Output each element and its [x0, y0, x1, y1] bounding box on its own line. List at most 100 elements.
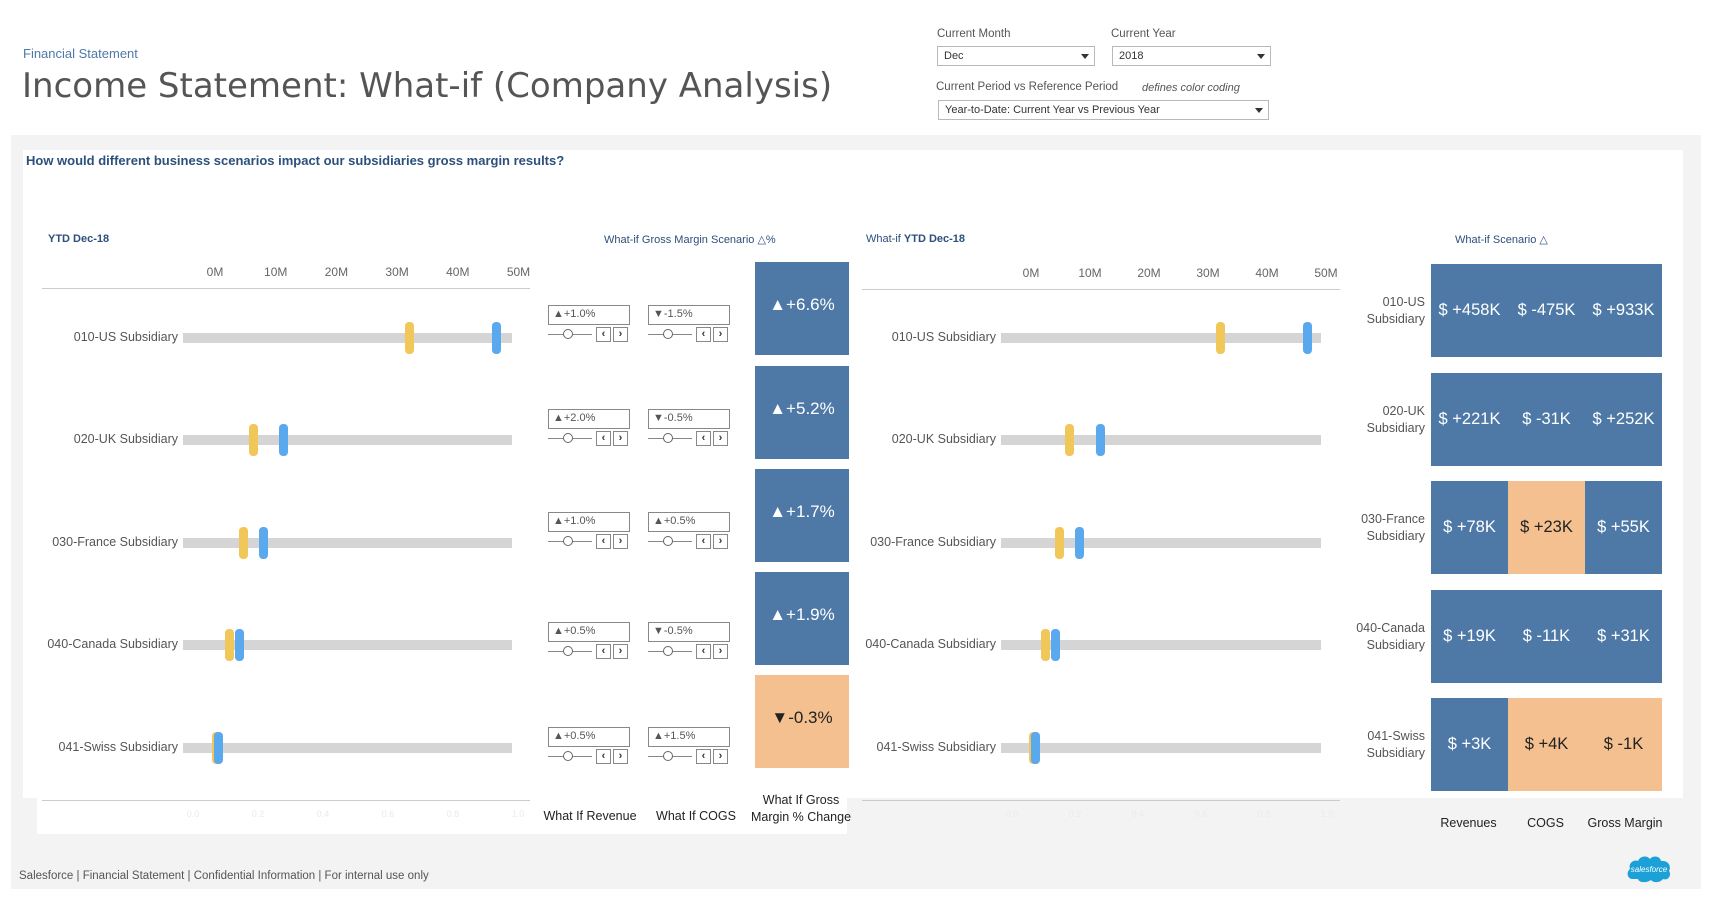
chevron-right-icon[interactable]: › — [713, 644, 728, 659]
bar-track — [1001, 435, 1321, 445]
scenario-header: What-if Scenario △ — [1455, 233, 1548, 246]
chevron-right-icon[interactable]: › — [613, 327, 628, 342]
gross-margin-change-box: ▲+1.9% — [755, 572, 849, 665]
reference-marker — [1030, 732, 1040, 764]
what-if-gm-footer-line1: What If Gross — [762, 793, 840, 807]
chevron-right-icon[interactable]: › — [613, 534, 628, 549]
what-if-gm-footer-line2: Margin % Change — [750, 810, 852, 824]
dashboard-question: How would different business scenarios i… — [26, 153, 565, 168]
row-label: 010-US Subsidiary — [891, 330, 996, 344]
cogs-delta-cell: $ +23K — [1508, 481, 1585, 574]
actual-marker — [1064, 424, 1074, 456]
what-if-cogs-slider-handle[interactable] — [662, 536, 673, 546]
axis-tick-label: 20M — [1137, 266, 1161, 280]
current-month-dropdown[interactable]: Dec — [937, 46, 1095, 66]
what-if-cogs-slider-handle[interactable] — [662, 329, 673, 339]
chevron-down-icon — [1081, 54, 1089, 59]
axis-tick-label: 0M — [1022, 266, 1040, 280]
what-if-cogs-slider-handle[interactable] — [662, 646, 673, 656]
current-year-value: 2018 — [1119, 50, 1144, 62]
chevron-right-icon[interactable]: › — [713, 534, 728, 549]
gross-margin-change-box: ▼-0.3% — [755, 675, 849, 768]
what-if-revenue-input[interactable]: ▲+0.5% — [548, 622, 630, 642]
axis-tick-label: 10M — [1078, 266, 1102, 280]
chevron-right-icon[interactable]: › — [613, 749, 628, 764]
left-chart-header: YTD Dec-18 — [48, 233, 110, 245]
period-label: Current Period vs Reference Period — [936, 81, 1119, 93]
scenario-row-label-line1: 030-France — [1361, 512, 1425, 526]
bottom-axis-tick-label: 1.0 — [511, 809, 525, 819]
chevron-left-icon[interactable]: ‹ — [696, 431, 711, 446]
chevron-left-icon[interactable]: ‹ — [696, 749, 711, 764]
revenue-delta-cell: $ +3K — [1431, 698, 1508, 791]
what-if-cogs-input[interactable]: ▲+1.5% — [648, 727, 730, 747]
current-year-dropdown[interactable]: 2018 — [1112, 46, 1271, 66]
right-bottom-axis-line — [862, 800, 1340, 801]
scenario-row-label-line1: 040-Canada — [1356, 621, 1425, 635]
reference-marker — [491, 322, 501, 354]
chevron-right-icon[interactable]: › — [613, 431, 628, 446]
what-if-revenue-slider-handle[interactable] — [562, 751, 573, 761]
what-if-cogs-input[interactable]: ▼-1.5% — [648, 305, 730, 325]
what-if-revenue-slider-handle[interactable] — [562, 329, 573, 339]
chevron-right-icon[interactable]: › — [713, 749, 728, 764]
row-label: 030-France Subsidiary — [870, 535, 996, 549]
salesforce-logo-text: salesforce — [1631, 865, 1668, 874]
what-if-revenue-slider-handle[interactable] — [562, 433, 573, 443]
chevron-left-icon[interactable]: ‹ — [596, 534, 611, 549]
bar-track — [1001, 640, 1321, 650]
axis-tick-label: 10M — [264, 265, 288, 279]
what-if-cogs-input[interactable]: ▲+0.5% — [648, 512, 730, 532]
breadcrumb[interactable]: Financial Statement — [23, 46, 138, 61]
scenario-row-label-line2: Subsidiary — [1366, 421, 1425, 435]
what-if-cogs-input[interactable]: ▼-0.5% — [648, 409, 730, 429]
what-if-revenue-slider-handle[interactable] — [562, 536, 573, 546]
period-dropdown[interactable]: Year-to-Date: Current Year vs Previous Y… — [938, 100, 1269, 120]
row-label: 041-Swiss Subsidiary — [876, 740, 997, 754]
gross-margin-change-value: ▲+1.7% — [769, 502, 835, 521]
gross-margin-change-box: ▲+1.7% — [755, 469, 849, 562]
middle-header: What-if Gross Margin Scenario △% — [604, 233, 776, 246]
what-if-revenue-input[interactable]: ▲+2.0% — [548, 409, 630, 429]
chevron-left-icon[interactable]: ‹ — [596, 644, 611, 659]
scenario-row-label: 010-US Subsidiary — [1340, 294, 1425, 328]
what-if-revenue-input[interactable]: ▲+0.5% — [548, 727, 630, 747]
chevron-left-icon[interactable]: ‹ — [696, 327, 711, 342]
chevron-left-icon[interactable]: ‹ — [696, 644, 711, 659]
middle-header-rest: Gross Margin Scenario △% — [641, 234, 776, 246]
row-label: 020-UK Subsidiary — [891, 432, 996, 446]
what-if-cogs-input[interactable]: ▼-0.5% — [648, 622, 730, 642]
bottom-axis-tick-label: 0.6 — [381, 809, 395, 819]
axis-tick-label: 50M — [506, 265, 531, 279]
reference-marker — [279, 424, 289, 456]
chevron-left-icon[interactable]: ‹ — [696, 534, 711, 549]
axis-tick-label: 30M — [385, 265, 409, 279]
what-if-cogs-slider-handle[interactable] — [662, 751, 673, 761]
chevron-left-icon[interactable]: ‹ — [596, 431, 611, 446]
chevron-right-icon[interactable]: › — [713, 431, 728, 446]
chevron-left-icon[interactable]: ‹ — [596, 327, 611, 342]
bar-track — [1001, 743, 1321, 753]
scenario-row-label-line1: 041-Swiss — [1367, 729, 1425, 743]
dashboard-panel-lower — [37, 798, 847, 834]
gross-margin-change-value: ▲+1.9% — [769, 605, 835, 624]
gross-margin-delta-cell: $ +55K — [1585, 481, 1662, 574]
bottom-axis-tick-label: 0.0 — [1005, 809, 1019, 819]
actual-marker — [1055, 527, 1065, 559]
chevron-right-icon[interactable]: › — [713, 327, 728, 342]
salesforce-logo: salesforce — [1625, 851, 1673, 885]
axis-tick-label: 30M — [1196, 266, 1220, 280]
what-if-revenue-slider-handle[interactable] — [562, 646, 573, 656]
what-if-cogs-slider-handle[interactable] — [662, 433, 673, 443]
bottom-axis-tick-label: 1.0 — [1320, 809, 1334, 819]
what-if-revenue-footer: What If Revenue — [543, 809, 637, 823]
left-axis-line — [42, 288, 530, 289]
chevron-down-icon — [1257, 54, 1265, 59]
row-label: 010-US Subsidiary — [73, 330, 178, 344]
bottom-axis-tick-label: 0.8 — [446, 809, 460, 819]
reference-marker — [258, 527, 268, 559]
what-if-revenue-input[interactable]: ▲+1.0% — [548, 512, 630, 532]
chevron-right-icon[interactable]: › — [613, 644, 628, 659]
what-if-revenue-input[interactable]: ▲+1.0% — [548, 305, 630, 325]
chevron-left-icon[interactable]: ‹ — [596, 749, 611, 764]
